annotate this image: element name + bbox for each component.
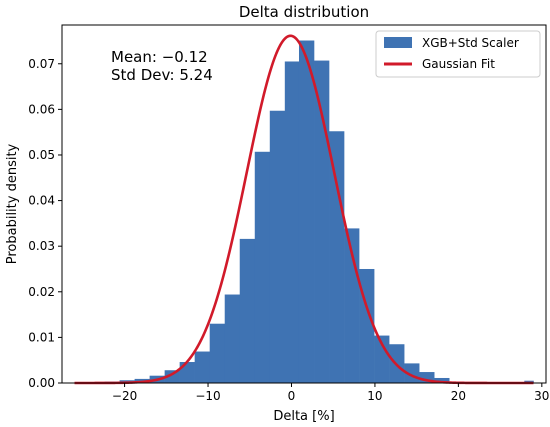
x-axis-label: Delta [%]: [273, 409, 334, 424]
mean-annotation: Mean: −0.12: [111, 48, 208, 66]
x-tick-label: 0: [288, 389, 296, 403]
legend-histogram-label: XGB+Std Scaler: [422, 36, 519, 50]
histogram-bar: [179, 362, 195, 383]
x-tick-label: 30: [534, 389, 549, 403]
y-axis-label: Probability density: [5, 143, 20, 264]
y-tick-label: 0.00: [28, 376, 55, 390]
stats-annotation: Mean: −0.12 Std Dev: 5.24: [111, 48, 213, 84]
histogram-bar: [298, 40, 315, 383]
x-tick-label: −10: [195, 389, 220, 403]
y-tick-label: 0.01: [28, 330, 55, 344]
y-tick-label: 0.02: [28, 285, 55, 299]
legend-histogram-swatch: [384, 37, 412, 48]
chart-title: Delta distribution: [239, 3, 369, 21]
histogram-bar: [419, 372, 435, 383]
y-tick-label: 0.04: [28, 194, 55, 208]
histogram-bar: [194, 351, 210, 383]
y-tick-label: 0.03: [28, 239, 55, 253]
histogram-bar: [434, 377, 450, 383]
histogram-bar: [209, 323, 226, 383]
histogram-bar: [239, 238, 256, 383]
y-tick-label: 0.05: [28, 148, 55, 162]
y-tick-label: 0.06: [28, 102, 55, 116]
x-tick-label: −20: [112, 389, 137, 403]
legend-fit-label: Gaussian Fit: [422, 57, 495, 71]
y-axis-ticks: 0.00 0.01 0.02 0.03 0.04 0.05 0.06 0.07: [28, 57, 62, 390]
x-tick-label: 10: [367, 389, 382, 403]
legend-box: [375, 30, 541, 78]
histogram-bar: [314, 60, 330, 383]
histogram-bar: [269, 110, 286, 384]
histogram-bar: [254, 151, 271, 383]
std-dev-annotation: Std Dev: 5.24: [111, 66, 213, 84]
histogram-bars: [74, 40, 534, 384]
histogram-bar: [374, 335, 390, 383]
legend: XGB+Std Scaler Gaussian Fit: [375, 30, 541, 78]
histogram-bar: [224, 294, 241, 383]
histogram-bar: [329, 131, 345, 383]
histogram-bar: [284, 61, 300, 383]
plot-frame: [61, 24, 547, 384]
x-tick-label: 20: [451, 389, 466, 403]
x-axis-ticks: −20 −10 0 10 20 30: [112, 383, 549, 403]
histogram-bar: [164, 370, 180, 383]
y-tick-label: 0.07: [28, 57, 55, 71]
